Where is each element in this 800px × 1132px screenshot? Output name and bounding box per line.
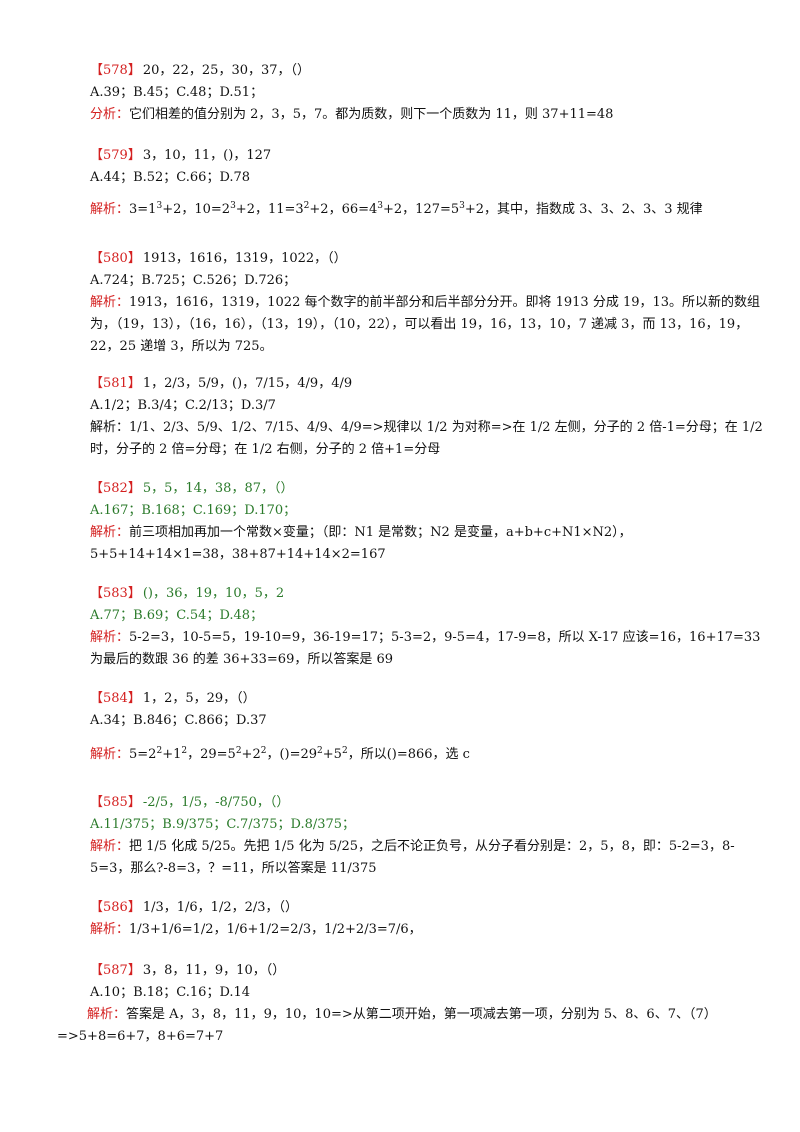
problem-sequence: 20，22，25，30，37，（） bbox=[142, 63, 311, 78]
analysis-label: 解析： bbox=[90, 747, 130, 762]
problem-sequence: 1/3，1/6，1/2，2/3，（） bbox=[142, 900, 299, 915]
problem-options: A.10；B.18；C.16；D.14 bbox=[90, 985, 251, 1000]
problem-585: 【585】 -2/5，1/5，-8/750，（） A.11/375；B.9/375… bbox=[90, 792, 770, 880]
problem-586: 【586】 1/3，1/6，1/2，2/3，（） 解析：1/3+1/6=1/2，1… bbox=[90, 897, 770, 941]
analysis-label: 解析： bbox=[90, 295, 130, 310]
problem-number: 【586】 bbox=[90, 900, 141, 915]
problem-number: 【585】 bbox=[90, 795, 141, 810]
analysis-text: 5-2=3，10-5=5，19-10=9，36-19=17；5-3=2，9-5=… bbox=[90, 630, 761, 667]
analysis-text: 1913，1616，1319，1022 每个数字的前半部分和后半部分分开。即将 … bbox=[90, 295, 761, 354]
problem-sequence: 5，5，14，38，87，（） bbox=[142, 481, 294, 496]
analysis-label: 解析： bbox=[87, 1007, 127, 1022]
problem-579: 【579】 3，10，11，()，127 A.44；B.52；C.66；D.78 … bbox=[90, 145, 770, 221]
problem-sequence: 1，2/3，5/9，()，7/15，4/9，4/9 bbox=[142, 376, 353, 391]
problem-sequence: 3，8，11，9，10，（） bbox=[142, 963, 286, 978]
problem-options: A.44；B.52；C.66；D.78 bbox=[90, 170, 251, 185]
analysis-label: 解析： bbox=[90, 525, 130, 540]
analysis-line: 解析：3=13+2，10=23+2，11=32+2，66=43+2，127=53… bbox=[90, 199, 770, 221]
analysis-label: 解析： bbox=[90, 420, 130, 435]
problem-number: 【583】 bbox=[90, 586, 141, 601]
analysis-label: 解析： bbox=[90, 839, 130, 854]
analysis-label: 分析： bbox=[90, 107, 130, 122]
problem-options: A.77；B.69；C.54；D.48； bbox=[90, 608, 264, 623]
analysis-label: 解析： bbox=[90, 630, 130, 645]
problem-sequence: 3，10，11，()，127 bbox=[142, 148, 272, 163]
problem-583: 【583】 ()，36，19，10，5，2 A.77；B.69；C.54；D.48… bbox=[90, 583, 770, 671]
problem-number: 【584】 bbox=[90, 691, 141, 706]
problem-options: A.39；B.45；C.48；D.51； bbox=[90, 85, 264, 100]
problem-number: 【579】 bbox=[90, 148, 141, 163]
analysis-line: 解析：5=22+12，29=52+22，()=292+52，所以()=866，选… bbox=[90, 744, 770, 766]
problem-options: A.724；B.725；C.526；D.726； bbox=[90, 273, 297, 288]
analysis-text: 1/3+1/6=1/2，1/6+1/2=2/3，1/2+2/3=7/6， bbox=[129, 922, 422, 937]
analysis-text: 3=13+2，10=23+2，11=32+2，66=43+2，127=53+2，… bbox=[129, 201, 703, 218]
analysis-text: 前三项相加再加一个常数×变量；（即：N1 是常数；N2 是变量，a+b+c+N1… bbox=[90, 525, 632, 562]
problem-options: A.1/2；B.3/4；C.2/13；D.3/7 bbox=[90, 398, 276, 413]
analysis-text: 把 1/5 化成 5/25。先把 1/5 化为 5/25，之后不论正负号，从分子… bbox=[90, 839, 735, 876]
analysis-text: 它们相差的值分别为 2，3，5，7。都为质数，则下一个质数为 11，则 37+1… bbox=[129, 107, 614, 122]
problem-581: 【581】 1，2/3，5/9，()，7/15，4/9，4/9 A.1/2；B.3… bbox=[90, 373, 770, 461]
problem-584: 【584】 1，2，5，29，（） A.34；B.846；C.866；D.37 解… bbox=[90, 688, 770, 766]
problem-number: 【582】 bbox=[90, 481, 141, 496]
problem-580: 【580】 1913，1616，1319，1022，（） A.724；B.725；… bbox=[90, 248, 770, 358]
problem-582: 【582】 5，5，14，38，87，（） A.167；B.168；C.169；D… bbox=[90, 478, 770, 566]
problem-options: A.167；B.168；C.169；D.170； bbox=[90, 503, 297, 518]
problem-options: A.34；B.846；C.866；D.37 bbox=[90, 713, 267, 728]
analysis-text: 1/1、2/3、5/9、1/2、7/15、4/9、4/9=>规律以 1/2 为对… bbox=[90, 420, 763, 457]
problem-sequence: 1913，1616，1319，1022，（） bbox=[142, 251, 347, 266]
problem-number: 【581】 bbox=[90, 376, 141, 391]
analysis-text: 5=22+12，29=52+22，()=292+52，所以()=866，选 c bbox=[129, 746, 470, 763]
problem-header: 【578】 20，22，25，30，37，（） bbox=[90, 60, 770, 82]
problem-587: 【587】 3，8，11，9，10，（） A.10；B.18；C.16；D.14 … bbox=[57, 960, 770, 1048]
problem-options: A.11/375；B.9/375；C.7/375；D.8/375； bbox=[90, 817, 356, 832]
analysis-label: 解析： bbox=[90, 922, 130, 937]
problem-number: 【578】 bbox=[90, 63, 141, 78]
problem-578: 【578】 20，22，25，30，37，（） A.39；B.45；C.48；D.… bbox=[90, 60, 770, 126]
analysis-text: 答案是 A，3，8，11，9，10，10=>从第二项开始，第一项减去第一项，分别… bbox=[57, 1007, 717, 1044]
problem-sequence: ()，36，19，10，5，2 bbox=[142, 586, 285, 601]
problem-number: 【587】 bbox=[90, 963, 141, 978]
analysis-label: 解析： bbox=[90, 202, 130, 217]
problem-number: 【580】 bbox=[90, 251, 141, 266]
problem-sequence: -2/5，1/5，-8/750，（） bbox=[142, 795, 290, 810]
problem-sequence: 1，2，5，29，（） bbox=[142, 691, 256, 706]
